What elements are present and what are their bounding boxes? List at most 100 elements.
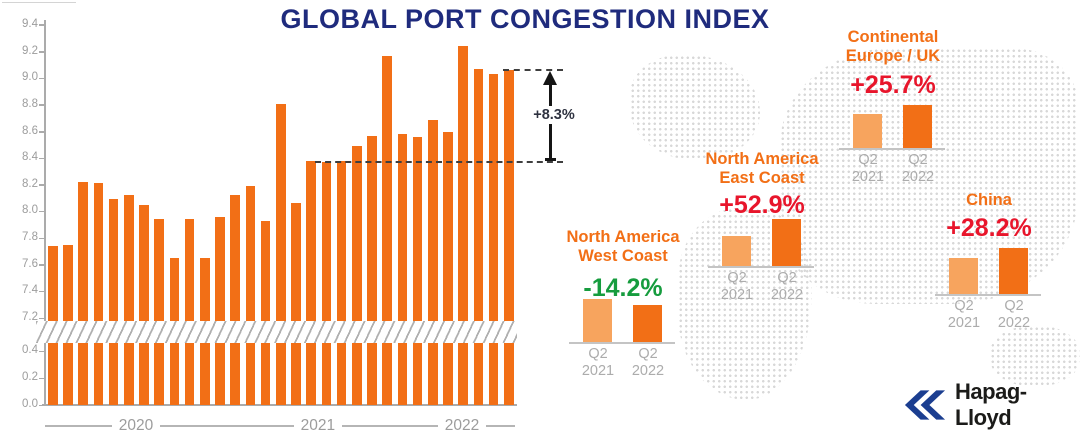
congestion-bar [245, 186, 256, 405]
y-axis-tick-label: 9.0 [22, 71, 38, 84]
region-title-line: Europe / UK [845, 47, 941, 65]
year-group-2020: 2020 [45, 417, 227, 435]
y-axis-tick-label: 7.2 [22, 311, 38, 323]
congestion-bar [139, 204, 149, 405]
congestion-bar [352, 146, 362, 405]
y-axis-tick-label: 0.2 [22, 371, 38, 383]
congestion-bar [215, 216, 225, 405]
year-axis-line [342, 425, 409, 427]
region-change-pct: +28.2% [946, 214, 1032, 242]
region-title-line: North America [705, 150, 819, 168]
congestion-bar [108, 199, 119, 405]
y-axis-tick-label: 8.6 [22, 124, 38, 137]
mini-bar-label-line: Q2 [588, 346, 608, 362]
region-title-line: East Coast [719, 169, 805, 187]
region-title: North America East Coast [662, 150, 862, 188]
y-axis-tick-label: 8.2 [22, 177, 38, 190]
congestion-bar [473, 68, 484, 405]
y-axis-tick-label: 9.4 [22, 17, 38, 30]
congestion-bar [336, 160, 347, 405]
mini-bar-label-line: 2021 [851, 168, 885, 185]
congestion-bar [443, 131, 453, 405]
cropped-box-artifact [2, 0, 76, 3]
mini-bar-label-line: 2022 [997, 314, 1031, 331]
mini-bar-label: Q2 2022 [883, 152, 953, 185]
increase-arrow-label: +8.3% [521, 106, 587, 125]
mini-bar-label-line: 2022 [770, 286, 804, 303]
mini-bar-q2-2021 [583, 299, 612, 342]
congestion-bar [306, 160, 316, 405]
mini-bar-label: Q2 2022 [613, 346, 683, 379]
hapag-lloyd-logo: Hapag-Lloyd [902, 379, 1080, 431]
year-group-axis: 2020 2021 2022 [45, 417, 516, 435]
mini-bar-q2-2022 [999, 248, 1028, 294]
mini-bar-label-line: 2021 [947, 314, 981, 331]
region-change-pct: +25.7% [850, 71, 936, 99]
y-axis-tick-mark [39, 350, 44, 352]
mini-bar-label-line: 2021 [720, 286, 754, 303]
map-region-europe [630, 55, 760, 160]
y-axis-tick-mark [39, 24, 44, 26]
region-title: Continental Europe / UK [793, 28, 993, 66]
congestion-bar [382, 55, 392, 405]
y-axis-tick-mark [39, 404, 44, 406]
mini-bar-label-line: Q2 [638, 346, 658, 362]
mini-bar-label-line: Q2 [954, 298, 974, 314]
year-label-2021: 2021 [300, 417, 336, 434]
region-title-line: China [966, 191, 1012, 209]
map-region-asia [780, 48, 1078, 304]
congestion-bar [78, 182, 88, 405]
year-axis-line [160, 425, 227, 427]
mini-bar-q2-2022 [772, 219, 801, 266]
y-axis-tick-mark [39, 237, 44, 240]
region-title-line: West Coast [578, 247, 668, 265]
hapag-lloyd-chevrons-icon [904, 390, 946, 420]
region-chart-continental-europe-uk: Continental Europe / UK +25.7% Q2 2021 Q2 2022 [793, 28, 993, 185]
mini-bar-q2-2022 [633, 305, 662, 342]
mini-bar-q2-2021 [949, 258, 978, 294]
region-title-line: North America [566, 228, 680, 246]
mini-chart-baseline [569, 342, 675, 344]
year-axis-line [486, 425, 516, 427]
mini-bar-label-line: Q2 [777, 270, 797, 286]
y-axis-tick-mark [39, 131, 44, 133]
congestion-bar [184, 219, 195, 405]
axis-break-hatch [36, 321, 517, 343]
y-axis-tick-mark [39, 264, 44, 266]
mini-bar-label: Q2 2022 [752, 270, 822, 303]
congestion-bar [93, 183, 104, 405]
y-axis-tick-mark [39, 317, 44, 319]
increase-arrow-head [543, 71, 557, 86]
hapag-lloyd-wordmark: Hapag-Lloyd [955, 379, 1027, 430]
mini-bar-label-line: Q2 [858, 152, 878, 168]
congestion-bar [154, 219, 164, 405]
congestion-bar [397, 134, 408, 405]
y-axis-tick-label: 8.8 [22, 97, 38, 110]
y-axis-tick-mark [39, 157, 44, 160]
congestion-bar [367, 135, 377, 405]
congestion-bar [230, 195, 240, 405]
y-axis-tick-mark [39, 104, 44, 106]
y-axis-tick-label: 8.0 [22, 204, 38, 217]
x-axis-line [42, 404, 517, 406]
y-axis-tick-label: 8.4 [22, 151, 38, 164]
year-axis-line [45, 425, 112, 427]
mini-bar-label-line: 2022 [901, 168, 935, 185]
region-chart-na-east-coast: North America East Coast +52.9% Q2 2021 Q2 202… [662, 150, 862, 303]
y-axis-tick-mark [39, 51, 44, 53]
reference-dashed-line-upper [503, 69, 563, 72]
congestion-bar [488, 74, 499, 405]
mini-bar-q2-2021 [722, 236, 751, 266]
mini-bar-label-line: 2021 [581, 362, 615, 379]
y-axis-tick-mark [39, 290, 44, 293]
y-axis-tick-mark [39, 210, 44, 213]
region-change-pct: -14.2% [583, 274, 663, 302]
congestion-bar [321, 162, 332, 405]
mini-bar-q2-2022 [903, 105, 932, 148]
y-axis-tick-label: 0.4 [22, 344, 38, 356]
congestion-bar [458, 46, 468, 405]
mini-chart-baseline [839, 148, 945, 150]
congestion-bar [504, 70, 514, 405]
y-axis-tick-label: 7.6 [22, 257, 38, 270]
